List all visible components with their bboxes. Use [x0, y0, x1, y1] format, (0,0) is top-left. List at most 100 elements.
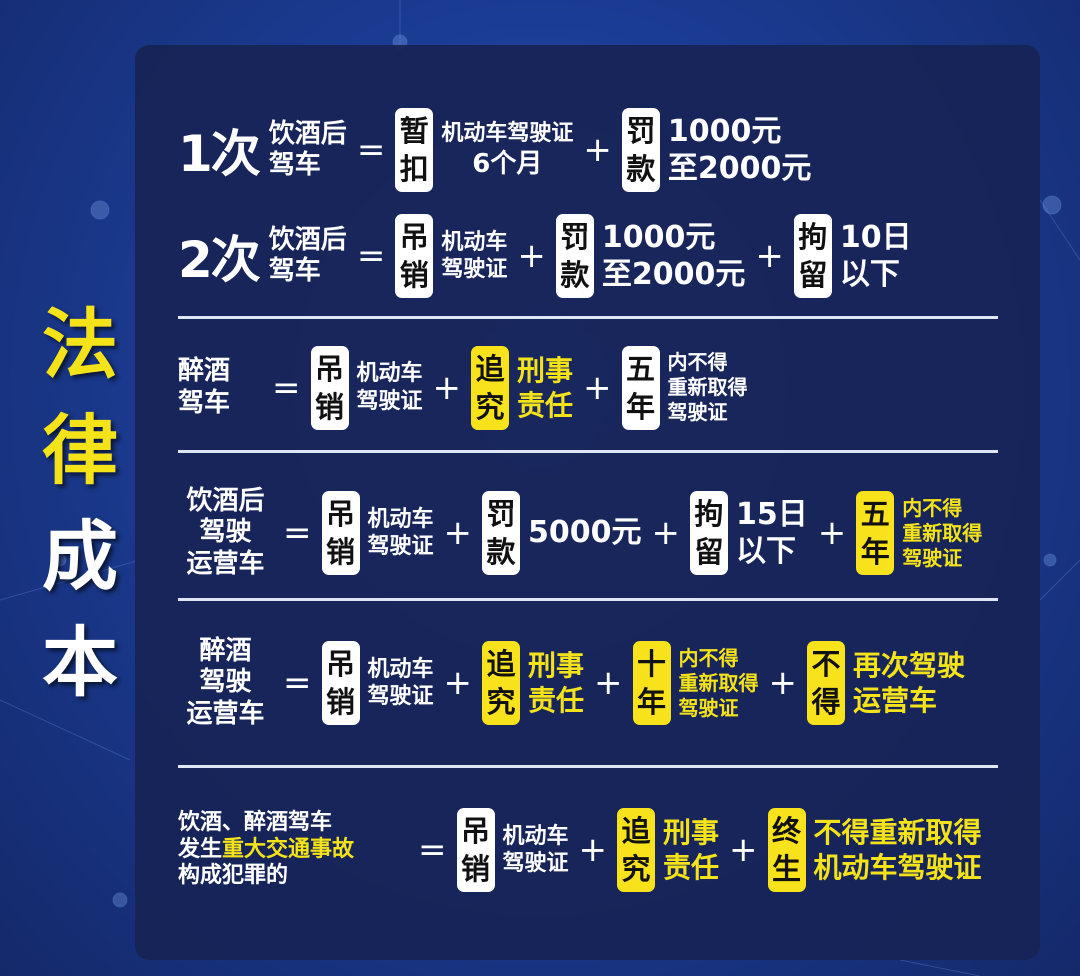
- penalty-line: 驾驶证: [502, 851, 569, 876]
- equals-sign: =: [283, 663, 312, 703]
- penalty-line: 机动车: [367, 656, 434, 682]
- section-divider: [178, 450, 998, 453]
- penalty-line: 驾驶证: [441, 257, 508, 282]
- badge-char: 十: [637, 647, 667, 681]
- penalty-item: 拘留 10日 以下: [793, 214, 912, 298]
- penalty-item: 暂扣机动车驾驶证 6个月: [395, 108, 573, 192]
- plus-sign: +: [443, 513, 473, 553]
- equals-sign: =: [356, 236, 386, 276]
- penalty-text: 机动车驾驶证 6个月: [441, 120, 573, 180]
- badge-char: 销: [399, 258, 429, 292]
- condition-line: 饮酒后: [268, 224, 347, 255]
- equals-sign: =: [418, 830, 447, 870]
- penalty-badge: 吊销: [395, 214, 434, 298]
- badge-char: 罚: [486, 497, 516, 531]
- penalty-badge: 拘留: [690, 491, 729, 575]
- penalty-line: 1000元: [667, 113, 782, 149]
- plus-sign: +: [443, 663, 473, 703]
- badge-char: 究: [486, 685, 516, 719]
- penalty-item: 追究刑事 责任: [482, 641, 584, 725]
- badge-char: 吊: [314, 351, 344, 386]
- rule-row: 2次 饮酒后 驾车 = 吊销机动车 驾驶证 + 罚款 1000元 至2000元 + 拘留 10日 以下: [178, 212, 912, 300]
- penalty-line: 6个月: [472, 148, 543, 179]
- badge-char: 吊: [325, 647, 355, 681]
- badge-char: 年: [637, 685, 667, 719]
- penalty-line: 重新取得: [902, 520, 983, 545]
- penalty-line: 驾驶证: [367, 534, 434, 559]
- badge-char: 得: [811, 685, 841, 719]
- badge-char: 追: [475, 351, 505, 386]
- penalty-text: 刑事 责任: [517, 353, 573, 423]
- badge-char: 留: [798, 258, 828, 292]
- penalty-item: 拘留 15日 以下: [690, 491, 808, 575]
- badge-char: 生: [772, 852, 802, 886]
- penalty-text: 机动车 驾驶证: [357, 360, 423, 415]
- penalty-text: 内不得 重新取得 驾驶证: [679, 646, 759, 721]
- penalty-line: 刑事: [663, 816, 720, 849]
- penalty-line: 责任: [528, 684, 585, 717]
- penalty-text: 再次驾驶 运营车: [853, 648, 965, 718]
- plus-sign: +: [817, 513, 847, 553]
- plus-sign: +: [517, 236, 546, 276]
- penalty-line: 内不得: [667, 350, 728, 374]
- title-char: 法: [42, 300, 118, 389]
- penalty-badge: 吊销: [456, 808, 495, 892]
- penalty-text: 10日 以下: [840, 219, 912, 294]
- penalty-badge: 罚款: [482, 491, 521, 575]
- badge-char: 吊: [460, 814, 490, 848]
- penalty-line: 刑事: [517, 353, 574, 387]
- row-condition: 饮酒、醉酒驾车 发生重大交通事故 构成犯罪的: [178, 810, 408, 889]
- penalty-item: 吊销机动车 驾驶证: [310, 345, 423, 430]
- offense-count: 1次: [178, 125, 261, 183]
- condition-label: 饮酒、醉酒驾车 发生重大交通事故 构成犯罪的: [178, 810, 408, 889]
- condition-label: 醉酒 驾车: [178, 356, 262, 418]
- penalty-line: 以下: [736, 534, 797, 569]
- penalty-line: 运营车: [853, 684, 938, 717]
- penalty-text: 机动车 驾驶证: [368, 656, 434, 711]
- condition-line: 饮酒后: [268, 118, 347, 149]
- penalty-line: 机动车: [367, 506, 434, 532]
- condition-line: 醉酒: [178, 356, 231, 387]
- penalty-line: 至2000元: [601, 257, 746, 292]
- badge-char: 年: [626, 389, 656, 424]
- badge-char: 五: [860, 497, 890, 531]
- plus-sign: +: [432, 367, 462, 408]
- condition-text: 发生: [178, 836, 223, 862]
- penalty-item: 吊销机动车 驾驶证: [456, 808, 569, 892]
- penalty-badge: 终生: [767, 808, 806, 892]
- rule-row: 1次 饮酒后 驾车 = 暂扣机动车驾驶证 6个月 + 罚款 1000元 至2000元: [178, 105, 811, 195]
- condition-label: 饮酒后 驾车: [269, 119, 347, 181]
- penalty-text: 1000元 至2000元: [602, 219, 746, 294]
- badge-char: 究: [621, 852, 651, 886]
- penalty-item: 吊销机动车 驾驶证: [321, 491, 434, 575]
- penalty-line: 责任: [517, 388, 574, 422]
- row-condition: 1次 饮酒后 驾车: [178, 114, 347, 186]
- penalty-text: 刑事 责任: [663, 815, 719, 885]
- penalty-text: 不得重新取得 机动车驾驶证: [814, 815, 982, 885]
- penalty-item: 罚款 1000元 至2000元: [621, 108, 812, 192]
- row-condition: 饮酒后 驾驶 运营车: [178, 486, 273, 580]
- badge-char: 扣: [399, 152, 429, 186]
- rule-row: 醉酒 驾车 = 吊销机动车 驾驶证 + 追究刑事 责任 + 五年内不得 重新取得 驾驶证: [178, 340, 748, 435]
- plus-sign: +: [768, 663, 798, 703]
- badge-char: 罚: [626, 114, 656, 148]
- penalty-line: 重新取得: [678, 670, 759, 695]
- penalty-line: 机动车: [502, 823, 569, 849]
- vertical-title: 法 律 成 本: [38, 300, 122, 708]
- condition-line: 运营车: [186, 698, 265, 729]
- plus-sign: +: [583, 367, 612, 408]
- penalty-line: 至2000元: [667, 151, 812, 186]
- plus-sign: +: [729, 830, 758, 870]
- penalty-text: 机动车 驾驶证: [441, 229, 507, 284]
- penalty-badge: 拘留: [793, 214, 832, 298]
- badge-char: 暂: [399, 114, 429, 148]
- penalty-line: 重新取得: [667, 375, 748, 399]
- penalty-line: 驾驶证: [667, 400, 728, 424]
- penalty-badge: 罚款: [555, 214, 594, 298]
- rule-row: 饮酒后 驾驶 运营车 = 吊销机动车 驾驶证 + 罚款 5000元 + 拘留 15日 以下 + 五年内不得重…: [178, 478, 982, 588]
- penalty-line: 机动车: [441, 229, 508, 255]
- penalty-text: 刑事 责任: [528, 648, 584, 718]
- badge-char: 拘: [798, 220, 828, 254]
- badge-char: 款: [560, 258, 590, 292]
- badge-char: 罚: [560, 220, 590, 254]
